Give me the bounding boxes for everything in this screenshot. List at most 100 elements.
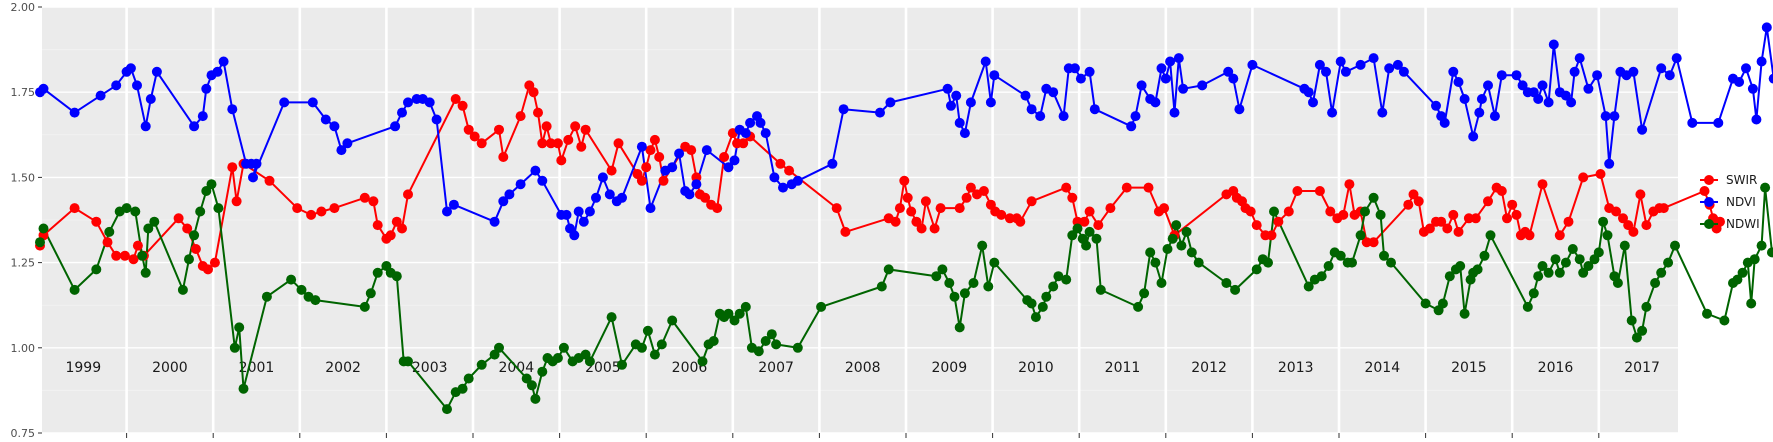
data-point-ndwi (931, 271, 942, 282)
data-point-ndvi (597, 172, 608, 183)
data-point-ndwi (530, 393, 541, 404)
data-point-ndvi (989, 70, 1000, 81)
data-point-ndvi (740, 128, 751, 139)
data-point-swir (552, 138, 563, 149)
data-point-swir (606, 165, 617, 176)
data-point-ndvi (1483, 80, 1493, 91)
data-point-ndvi (530, 165, 541, 176)
data-point-ndwi (1084, 226, 1095, 237)
data-point-swir (476, 138, 487, 149)
data-point-ndwi (201, 186, 212, 196)
data-point-ndwi (137, 250, 148, 261)
data-point-ndwi (740, 301, 751, 312)
data-point-swir (654, 152, 665, 162)
data-point-ndvi (1439, 117, 1450, 128)
data-point-ndvi (723, 162, 734, 173)
data-point-ndvi (875, 107, 885, 118)
data-point-ndvi (1496, 70, 1507, 81)
data-point-swir (920, 196, 931, 207)
data-point-ndwi (954, 322, 965, 333)
data-point-ndwi (1455, 261, 1466, 271)
data-point-ndvi (537, 175, 548, 186)
data-point-ndvi (342, 138, 353, 149)
data-point-swir (1436, 216, 1447, 227)
data-point-ndvi (838, 104, 849, 115)
data-point-ndvi (1392, 59, 1403, 70)
data-point-ndwi (359, 301, 370, 312)
data-point-ndwi (1543, 267, 1554, 278)
data-point-swir (1563, 216, 1574, 227)
data-point-swir (1266, 230, 1277, 241)
data-point-ndvi (390, 121, 401, 132)
data-point-swir (1143, 182, 1154, 193)
data-point-swir (902, 192, 913, 203)
data-point-ndwi (286, 274, 297, 285)
data-point-ndwi (463, 373, 474, 384)
data-point-ndwi (617, 359, 627, 370)
data-point-ndvi (1321, 66, 1331, 77)
year-label: 2012 (1191, 360, 1227, 376)
data-point-ndvi (1377, 107, 1388, 118)
data-point-ndwi (140, 267, 151, 278)
data-point-ndwi (642, 325, 653, 336)
data-point-swir (1245, 206, 1256, 217)
data-point-ndwi (1583, 261, 1594, 271)
data-point-ndvi (1368, 53, 1379, 64)
data-point-ndvi (792, 175, 803, 186)
data-point-ndwi (149, 216, 160, 227)
data-point-ndwi (1528, 288, 1539, 299)
data-point-ndvi (561, 209, 572, 220)
data-point-ndvi (985, 97, 996, 108)
minor-gridlines (42, 49, 1678, 391)
data-point-swir (890, 216, 901, 227)
data-point-ndwi (1193, 257, 1204, 268)
data-point-swir (119, 250, 130, 261)
year-label: 2014 (1364, 360, 1400, 376)
data-point-swir (1537, 179, 1548, 190)
data-point-ndvi (1069, 63, 1080, 74)
data-point-ndvi (573, 206, 584, 217)
data-point-ndvi (489, 216, 500, 227)
data-point-ndwi (1641, 301, 1652, 312)
data-point-ndvi (212, 66, 223, 77)
data-point-ndvi (1592, 70, 1603, 81)
data-point-ndwi (1041, 291, 1052, 302)
series-layer (35, 22, 1773, 415)
data-point-ndwi (1420, 298, 1431, 309)
data-point-ndwi (296, 284, 307, 295)
data-point-swir (1004, 213, 1015, 224)
data-point-ndvi (329, 121, 340, 132)
data-point-ndwi (213, 203, 224, 214)
data-point-swir (1511, 209, 1522, 220)
data-point-ndwi (1598, 216, 1609, 227)
data-point-swir (570, 121, 581, 132)
data-point-ndvi (1150, 97, 1161, 108)
data-point-ndvi (320, 114, 331, 125)
data-point-ndvi (578, 216, 589, 227)
data-point-swir (961, 192, 972, 203)
data-point-ndwi (989, 257, 1000, 268)
data-point-ndwi (558, 342, 569, 353)
data-point-swir (528, 87, 539, 98)
data-point-ndvi (1687, 117, 1698, 128)
y-tick-label: 1.25 (11, 257, 36, 270)
data-point-ndvi (227, 104, 238, 115)
data-point-ndwi (729, 315, 740, 326)
data-point-swir (1283, 206, 1294, 217)
data-point-ndvi (132, 80, 142, 91)
data-point-swir (329, 203, 340, 214)
data-point-ndvi (504, 189, 515, 200)
data-point-ndvi (1308, 97, 1318, 108)
data-point-ndvi (125, 63, 136, 74)
data-point-swir (784, 165, 795, 176)
y-tick-label: 1.75 (11, 86, 36, 99)
data-point-swir (545, 138, 556, 149)
data-point-ndvi (1671, 53, 1682, 64)
data-point-swir (391, 216, 402, 227)
data-point-ndwi (189, 230, 200, 241)
data-point-ndvi (745, 117, 756, 128)
year-label: 2011 (1105, 360, 1141, 376)
data-point-swir (1084, 206, 1095, 217)
data-point-ndwi (1732, 274, 1743, 285)
data-point-ndvi (95, 90, 106, 101)
